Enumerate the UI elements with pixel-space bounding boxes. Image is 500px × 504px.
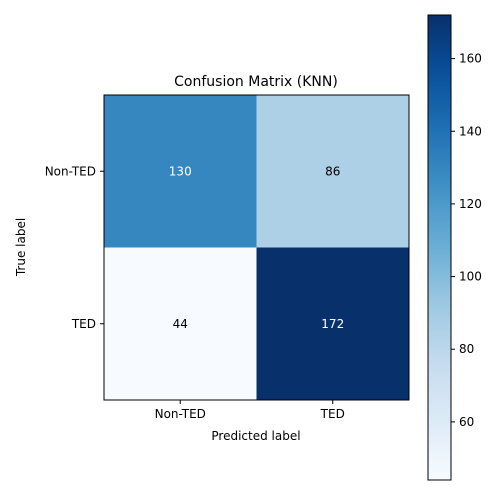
y-tick-label: Non-TED: [45, 164, 96, 178]
y-axis-ticks: Non-TED TED: [45, 164, 104, 331]
matrix-cell-1-1: [256, 247, 409, 400]
y-tick-label: TED: [71, 317, 96, 331]
colorbar-tick-label: 140: [459, 124, 482, 138]
colorbar-tick-label: 120: [459, 197, 482, 211]
matrix-cells: 130 86 44 172: [104, 95, 409, 400]
matrix-cell-0-0: [104, 95, 257, 248]
x-axis-label: Predicted label: [211, 429, 300, 443]
colorbar-tick-label: 100: [459, 270, 482, 284]
x-tick-label: Non-TED: [155, 407, 206, 421]
cell-value-label-1-1: 172: [321, 317, 344, 331]
colorbar-ticks: 60 80 100 120 140 160: [451, 52, 482, 429]
colorbar: [427, 14, 452, 481]
colorbar-tick-label: 60: [459, 415, 474, 429]
colorbar-tick-label: 80: [459, 342, 474, 356]
x-tick-label: TED: [320, 407, 345, 421]
colorbar-tick-label: 160: [459, 52, 482, 66]
x-axis-ticks: Non-TED TED: [155, 400, 345, 421]
cell-value-label-0-0: 130: [169, 164, 192, 178]
matrix-cell-1-0: [104, 247, 257, 400]
matrix-frame: [103, 94, 410, 401]
y-axis-label: True label: [14, 218, 28, 277]
cell-value-label-1-0: 44: [173, 317, 188, 331]
chart-title: Confusion Matrix (KNN): [174, 74, 338, 90]
matrix-cell-0-1: [256, 95, 409, 248]
cell-value-label-0-1: 86: [325, 164, 340, 178]
